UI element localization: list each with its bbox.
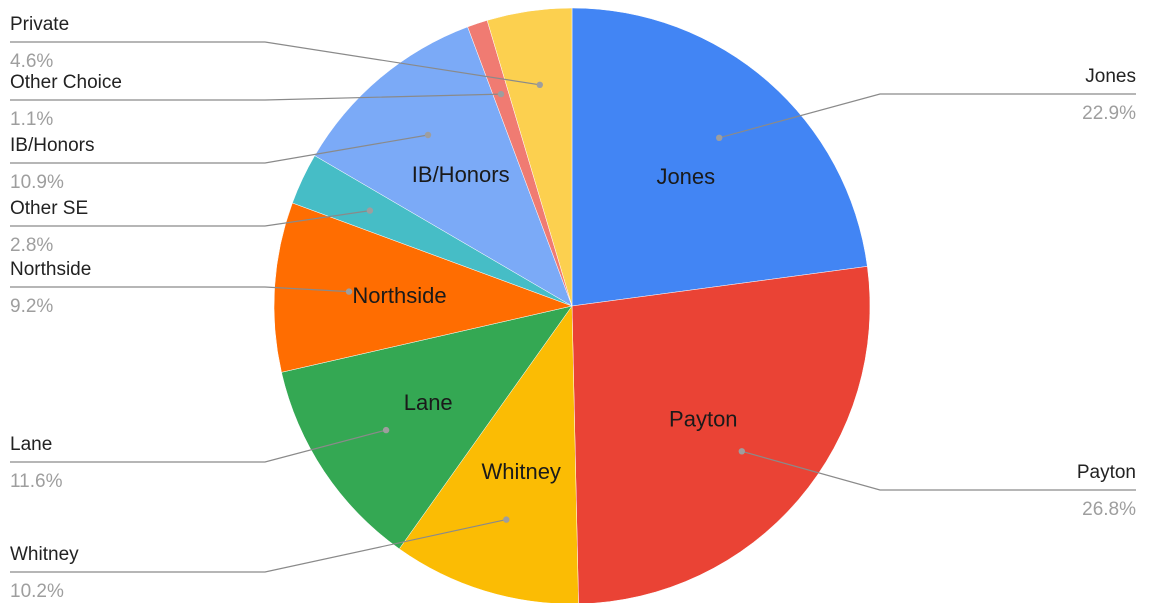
- outer-percent-whitney: 10.2%: [10, 581, 64, 602]
- outer-percent-northside: 9.2%: [10, 296, 53, 317]
- pie-slice-jones: [571, 7, 868, 307]
- outer-label-ib-honors: IB/Honors: [10, 135, 94, 156]
- leader-dot-whitney: [503, 516, 510, 523]
- leader-dot-northside: [345, 288, 353, 295]
- outer-label-northside: Northside: [10, 259, 91, 280]
- pie-slice-whitney: [398, 305, 579, 603]
- outer-percent-lane: 11.6%: [10, 471, 63, 492]
- outer-percent-private: 4.6%: [10, 51, 53, 72]
- outer-percent-other-choice: 1.1%: [10, 109, 53, 130]
- outer-label-payton: Payton: [1077, 462, 1136, 483]
- slice-label-northside: Northside: [352, 283, 446, 308]
- outer-percent-ib-honors: 10.9%: [10, 172, 64, 193]
- outer-percent-payton: 26.8%: [1082, 499, 1136, 520]
- leader-dot-private: [536, 81, 543, 89]
- inner-labels: Jones Payton Whitney Lane Northside IB/Honors: [352, 162, 737, 484]
- slice-label-ib-honors: IB/Honors: [412, 162, 510, 187]
- leader-line-payton: [741, 450, 1136, 491]
- leader-dot-other-choice: [497, 90, 505, 98]
- leader-dot-jones: [716, 134, 723, 141]
- leader-line-other-choice: [10, 93, 502, 101]
- outer-label-whitney: Whitney: [10, 544, 79, 565]
- leader-dot-ib-honors: [424, 131, 432, 139]
- outer-label-other-se: Other SE: [10, 198, 88, 219]
- slice-label-jones: Jones: [656, 164, 715, 189]
- outer-labels: Private 4.6%Other Choice 1.1% IB/Honors 10.9…: [10, 14, 1136, 602]
- pie-slice-lane: [281, 305, 573, 550]
- leader-line-other-se: [10, 210, 370, 227]
- outer-label-lane: Lane: [10, 434, 52, 455]
- outer-label-jones: Jones: [1085, 66, 1136, 87]
- leader-line-whitney: [10, 519, 507, 573]
- leader-line-ib-honors: [10, 134, 429, 164]
- leader-lines: [10, 41, 1136, 573]
- pie-slice-northside: [273, 202, 573, 373]
- leader-line-lane: [10, 429, 387, 463]
- outer-label-private: Private: [10, 14, 69, 35]
- leader-line-northside: [10, 286, 350, 293]
- leader-dot-payton: [738, 448, 745, 455]
- leader-dot-lane: [382, 426, 390, 434]
- leader-dot-other-se: [366, 207, 374, 214]
- slice-label-lane: Lane: [404, 390, 453, 415]
- outer-label-other-choice: Other Choice: [10, 72, 122, 93]
- leader-line-jones: [719, 93, 1136, 139]
- pie-slice-private: [486, 7, 573, 307]
- outer-percent-jones: 22.9%: [1082, 103, 1136, 124]
- outer-percent-other-se: 2.8%: [10, 235, 53, 256]
- leader-line-private: [10, 41, 540, 86]
- slice-label-payton: Payton: [669, 406, 738, 431]
- pie-slice-payton: [571, 266, 871, 603]
- slice-label-whitney: Whitney: [481, 459, 560, 484]
